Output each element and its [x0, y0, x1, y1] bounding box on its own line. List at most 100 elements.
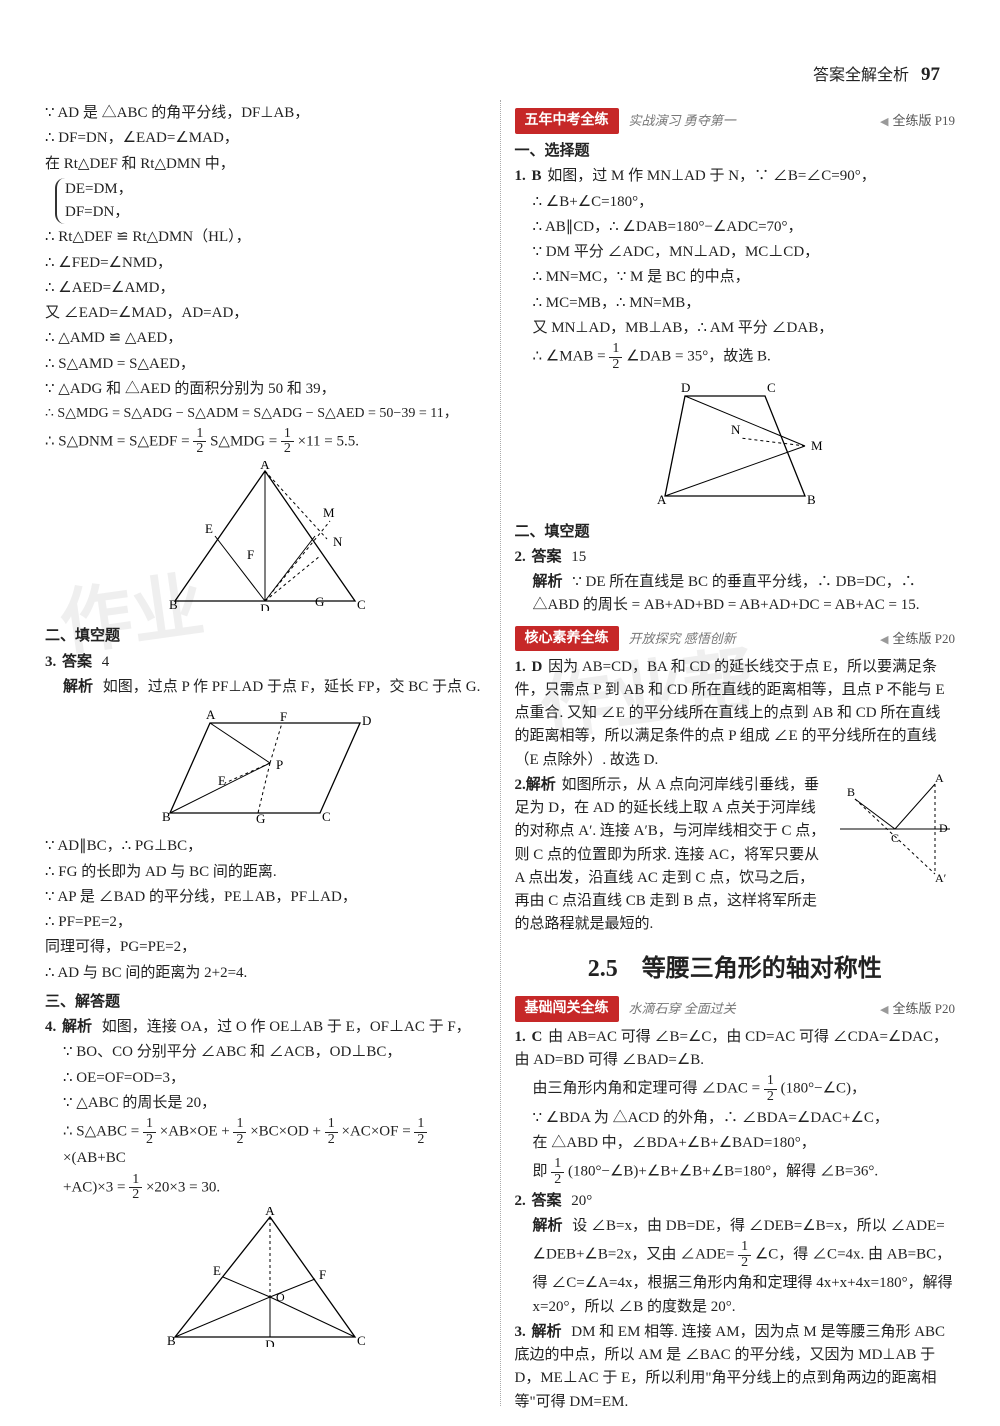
- svg-text:A: A: [206, 707, 216, 722]
- text-line: ∴ MC=MB，∴ MN=MB，: [515, 292, 956, 315]
- text-line: +AC)×3 = 12 ×20×3 = 30.: [45, 1173, 486, 1203]
- section-subtitle: 实战演习 勇夺第一: [629, 111, 736, 131]
- svg-text:A: A: [935, 774, 944, 785]
- svg-text:D: D: [362, 713, 371, 728]
- svg-text:F: F: [280, 709, 287, 724]
- svg-text:A: A: [261, 461, 271, 472]
- text-line: ∴ FG 的长即为 AD 与 BC 间的距离.: [45, 861, 486, 884]
- left-column: ∵ AD 是 △ABC 的角平分线，DF⊥AB， ∴ DF=DN，∠EAD=∠M…: [45, 100, 486, 1406]
- text-line: ∵ ∠BDA 为 △ACD 的外角，∴ ∠BDA=∠DAC+∠C，: [515, 1107, 956, 1130]
- section-heading: 二、填空题: [45, 625, 486, 648]
- problem: 1. C 由 AB=AC 可得 ∠B=∠C，由 CD=AC 可得 ∠CDA=∠D…: [515, 1026, 956, 1073]
- svg-text:C: C: [891, 831, 899, 845]
- svg-text:D: D: [681, 380, 690, 395]
- text-line: ∴ DF=DN，∠EAD=∠MAD，: [45, 127, 486, 150]
- text-line: ∴ △AMD ≌ △AED，: [45, 327, 486, 350]
- svg-text:D: D: [266, 1337, 275, 1347]
- section-heading: 一、选择题: [515, 140, 956, 163]
- text-line: 即 12 (180°−∠B)+∠B+∠B+∠B=180°，解得 ∠B=36°.: [515, 1157, 956, 1187]
- problem: 4. 解析 如图，连接 OA，过 O 作 OE⊥AB 于 E，OF⊥AC 于 F…: [45, 1016, 486, 1039]
- svg-text:B: B: [169, 597, 178, 611]
- svg-text:A: A: [266, 1207, 276, 1218]
- svg-text:N: N: [333, 534, 343, 549]
- svg-text:B: B: [167, 1333, 176, 1347]
- text-line: ∴ MN=MC，∵ M 是 BC 的中点，: [515, 266, 956, 289]
- problem: 3. 答案 4: [45, 651, 486, 674]
- problem: 3. 解析 DM 和 EM 相等. 连接 AM，因为点 M 是等腰三角形 ABC…: [515, 1321, 956, 1414]
- section-tab: 五年中考全练: [515, 108, 619, 134]
- text-line: ∴ AB∥CD，∴ ∠DAB=180°−∠ADC=70°，: [515, 216, 956, 239]
- text-line: ∴ ∠FED=∠NMD，: [45, 252, 486, 275]
- text-line: 在 △ABD 中，∠BDA+∠B+∠BAD=180°，: [515, 1132, 956, 1155]
- svg-text:E: E: [218, 773, 226, 788]
- text-line: ∵ DM 平分 ∠ADC，MN⊥AD，MC⊥CD，: [515, 241, 956, 264]
- figure-triangle-1: A B C D E F G M N: [45, 461, 486, 619]
- section-subtitle: 开放探究 感悟创新: [629, 629, 736, 649]
- svg-text:P: P: [276, 757, 283, 772]
- text-line: 在 Rt△DEF 和 Rt△DMN 中，: [45, 153, 486, 176]
- text-line: 由三角形内角和定理可得 ∠DAC = 12 (180°−∠C)，: [515, 1074, 956, 1104]
- text-line: 同理可得，PG=PE=2，: [45, 936, 486, 959]
- text-line: ∵ △ADG 和 △AED 的面积分别为 50 和 39，: [45, 378, 486, 401]
- svg-text:A′: A′: [935, 871, 947, 884]
- svg-text:O: O: [276, 1290, 285, 1304]
- section-heading: 二、填空题: [515, 521, 956, 544]
- text-line: 又 MN⊥AD，MB⊥AB，∴ AM 平分 ∠DAB，: [515, 317, 956, 340]
- section-subtitle: 水滴石穿 全面过关: [629, 999, 736, 1019]
- problem: 1. D 因为 AB=CD，BA 和 CD 的延长线交于点 E，所以要满足条件，…: [515, 656, 956, 772]
- explanation: 解析 如图，过点 P 作 PF⊥AD 于点 F，延长 FP，交 BC 于点 G.: [45, 676, 486, 699]
- svg-text:B: B: [847, 785, 855, 799]
- svg-text:C: C: [357, 1333, 366, 1347]
- svg-text:F: F: [319, 1267, 326, 1282]
- text-line: ∵ △ABC 的周长是 20，: [45, 1092, 486, 1115]
- right-column: 五年中考全练 实战演习 勇夺第一 全练版 P19 一、选择题 1. B 如图，过…: [515, 100, 956, 1406]
- page-number: 97: [921, 64, 940, 85]
- figure-triangle-3: A B C D E F O: [45, 1207, 486, 1355]
- problem: 2. 答案 15: [515, 546, 956, 569]
- page-columns: ∵ AD 是 △ABC 的角平分线，DF⊥AB， ∴ DF=DN，∠EAD=∠M…: [45, 100, 955, 1406]
- page-header: 答案全解全析 97: [813, 60, 940, 89]
- column-separator: [500, 100, 501, 1406]
- svg-text:F: F: [247, 547, 254, 562]
- text-line: ∴ OE=OF=OD=3，: [45, 1067, 486, 1090]
- explanation: 解析 设 ∠B=x，由 DB=DE，得 ∠DEB=∠B=x，所以 ∠ADE=: [515, 1215, 956, 1238]
- text-line: ∴ ∠MAB = 12 ∠DAB = 35°，故选 B.: [515, 342, 956, 372]
- svg-text:E: E: [205, 521, 213, 536]
- text-line: DF=DN，: [65, 201, 133, 224]
- svg-text:E: E: [213, 1263, 221, 1278]
- svg-text:B: B: [162, 809, 171, 823]
- section-bar-exam: 五年中考全练 实战演习 勇夺第一 全练版 P19: [515, 108, 956, 134]
- figure-river: A B C D A′: [835, 774, 955, 892]
- text-line: ∴ ∠AED=∠AMD，: [45, 277, 486, 300]
- page-ref: 全练版 P20: [880, 999, 955, 1019]
- chapter-title: 2.5 等腰三角形的轴对称性: [515, 951, 956, 988]
- svg-text:C: C: [322, 809, 331, 823]
- problem: 2. 答案 20°: [515, 1190, 956, 1213]
- svg-text:C: C: [357, 597, 366, 611]
- page-ref: 全练版 P20: [880, 629, 955, 649]
- text-line: 得 ∠C=∠A=4x，根据三角形内角和定理得 4x+x+4x=180°，解得 x…: [515, 1272, 956, 1319]
- svg-text:D: D: [939, 821, 948, 835]
- figure-parallelogram: A D B C F G E P: [45, 703, 486, 831]
- svg-text:G: G: [256, 811, 265, 823]
- text-line: ∴ PF=PE=2，: [45, 911, 486, 934]
- text-line: ∴ AD 与 BC 间的距离为 2+2=4.: [45, 962, 486, 985]
- text-line: ∴ ∠B+∠C=180°，: [515, 191, 956, 214]
- header-title: 答案全解全析: [813, 67, 909, 84]
- svg-text:M: M: [811, 438, 823, 453]
- svg-text:A: A: [657, 492, 667, 506]
- figure-trapezoid: D C A B M N: [515, 376, 956, 514]
- section-bar-basic: 基础闯关全练 水滴石穿 全面过关 全练版 P20: [515, 996, 956, 1022]
- text-line: 又 ∠EAD=∠MAD，AD=AD，: [45, 302, 486, 325]
- problem: 1. B 如图，过 M 作 MN⊥AD 于 N，∵ ∠B=∠C=90°，: [515, 165, 956, 188]
- svg-text:D: D: [261, 601, 270, 611]
- text-line: ∠DEB+∠B=2x，又由 ∠ADE= 12 ∠C，得 ∠C=4x. 由 AB=…: [515, 1240, 956, 1270]
- svg-text:N: N: [731, 422, 741, 437]
- page-ref: 全练版 P19: [880, 111, 955, 131]
- svg-text:B: B: [807, 492, 816, 506]
- svg-text:C: C: [767, 380, 776, 395]
- text-line: ∴ S△DNM = S△EDF = 12 S△MDG = 12 ×11 = 5.…: [45, 427, 486, 457]
- text-line: ∵ BO、CO 分别平分 ∠ABC 和 ∠ACB，OD⊥BC，: [45, 1041, 486, 1064]
- text-line: ∵ AD 是 △ABC 的角平分线，DF⊥AB，: [45, 102, 486, 125]
- problem: A B C D A′ 2.解析 如图所示，从 A 点向河岸线引垂线，垂足为 D，…: [515, 774, 956, 937]
